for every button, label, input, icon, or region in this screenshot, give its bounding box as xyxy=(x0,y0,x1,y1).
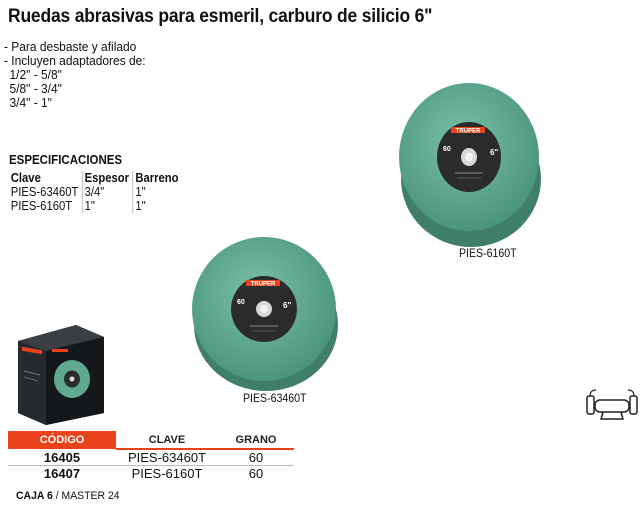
feature-item: - Incluyen adaptadores de: xyxy=(4,53,146,68)
code-cell: 16407 xyxy=(43,466,81,482)
feature-item: 3/4" - 1" xyxy=(9,95,52,110)
specs-heading: ESPECIFICACIONES xyxy=(9,153,123,167)
brand-logo-large: TRUPER xyxy=(456,129,481,135)
code-cell: 16405 xyxy=(8,449,116,466)
product-image-large-wheel: TRUPER 60 6" xyxy=(399,83,541,247)
specs-cell: PIES-6160T xyxy=(10,199,73,213)
master-label: / MASTER 24 xyxy=(55,490,120,502)
brand-logo-small: TRUPER xyxy=(251,282,276,288)
feature-item: 1/2" - 5/8" xyxy=(9,67,62,82)
specs-header-barreno: Barreno xyxy=(132,171,183,185)
grano-cell: 60 xyxy=(248,466,264,482)
table-row: PIES-63460T 3/4" 1" xyxy=(9,185,183,199)
svg-text:60: 60 xyxy=(237,299,245,306)
code-header-codigo: CÓDIGO xyxy=(8,431,116,449)
code-header-clave: CLAVE xyxy=(116,431,218,450)
specs-cell: 1" xyxy=(132,199,183,213)
grano-cell: 60 xyxy=(218,449,294,466)
specs-cell: 1" xyxy=(132,185,183,199)
specs-header-row: Clave Espesor Barreno xyxy=(9,171,183,185)
page-title: Ruedas abrasivas para esmeril, carburo d… xyxy=(8,6,433,27)
svg-text:60: 60 xyxy=(443,146,451,153)
code-header-grano: GRANO xyxy=(218,431,294,450)
table-row: 16405 PIES-63460T 60 xyxy=(8,449,294,466)
caja-label: CAJA 6 xyxy=(16,490,53,502)
feature-item: - Para desbaste y afilado xyxy=(4,39,137,54)
feature-list: - Para desbaste y afilado - Incluyen ada… xyxy=(4,40,146,110)
product-image-package-box xyxy=(18,325,104,425)
packaging-info: CAJA 6 / MASTER 24 xyxy=(16,490,120,502)
specs-header-clave: Clave xyxy=(10,171,41,185)
table-row: PIES-6160T 1" 1" xyxy=(9,199,183,213)
specs-cell: 3/4" xyxy=(81,185,134,199)
bench-grinder-icon xyxy=(586,389,638,420)
table-row: 16407 PIES-6160T 60 xyxy=(8,466,294,482)
clave-cell: PIES-63460T xyxy=(116,449,218,466)
caption-small-wheel: PIES-63460T xyxy=(243,393,307,405)
svg-text:6": 6" xyxy=(490,148,498,157)
feature-item: 5/8" - 3/4" xyxy=(9,81,62,96)
svg-text:6": 6" xyxy=(283,301,291,310)
code-header-row: CÓDIGO CLAVE GRANO xyxy=(8,431,294,450)
specs-cell: 1" xyxy=(81,199,134,213)
product-image-small-wheel: TRUPER 60 6" xyxy=(192,237,338,391)
specs-header-espesor: Espesor xyxy=(81,171,134,185)
specs-table: Clave Espesor Barreno PIES-63460T 3/4" 1… xyxy=(9,171,183,213)
caption-large-wheel: PIES-6160T xyxy=(459,248,517,260)
specs-cell: PIES-63460T xyxy=(10,185,79,199)
clave-cell: PIES-6160T xyxy=(131,466,203,482)
code-table: CÓDIGO CLAVE GRANO 16405 PIES-63460T 60 … xyxy=(8,431,294,482)
